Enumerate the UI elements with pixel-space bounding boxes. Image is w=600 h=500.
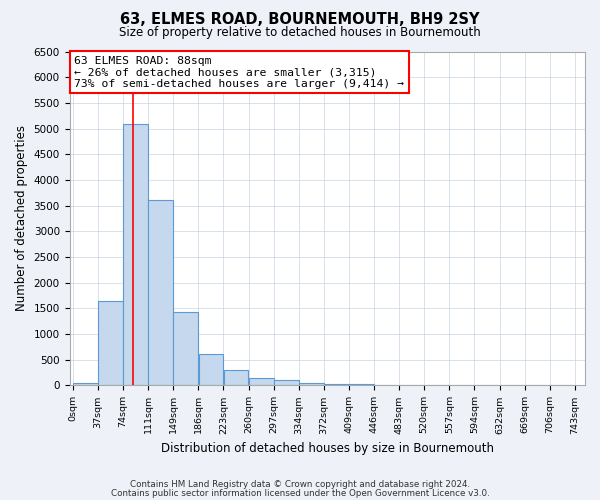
Bar xyxy=(199,354,223,386)
Bar xyxy=(299,383,324,386)
Bar xyxy=(148,200,173,386)
Text: 63, ELMES ROAD, BOURNEMOUTH, BH9 2SY: 63, ELMES ROAD, BOURNEMOUTH, BH9 2SY xyxy=(120,12,480,28)
Bar xyxy=(374,385,399,386)
Bar xyxy=(324,384,349,386)
Bar xyxy=(349,384,374,386)
Bar xyxy=(173,312,198,386)
X-axis label: Distribution of detached houses by size in Bournemouth: Distribution of detached houses by size … xyxy=(161,442,494,455)
Text: Contains public sector information licensed under the Open Government Licence v3: Contains public sector information licen… xyxy=(110,488,490,498)
Bar xyxy=(98,300,123,386)
Text: Contains HM Land Registry data © Crown copyright and database right 2024.: Contains HM Land Registry data © Crown c… xyxy=(130,480,470,489)
Bar xyxy=(274,380,299,386)
Text: 63 ELMES ROAD: 88sqm
← 26% of detached houses are smaller (3,315)
73% of semi-de: 63 ELMES ROAD: 88sqm ← 26% of detached h… xyxy=(74,56,404,89)
Bar xyxy=(224,370,248,386)
Bar xyxy=(73,383,98,386)
Bar xyxy=(249,378,274,386)
Text: Size of property relative to detached houses in Bournemouth: Size of property relative to detached ho… xyxy=(119,26,481,39)
Bar xyxy=(123,124,148,386)
Y-axis label: Number of detached properties: Number of detached properties xyxy=(15,126,28,312)
